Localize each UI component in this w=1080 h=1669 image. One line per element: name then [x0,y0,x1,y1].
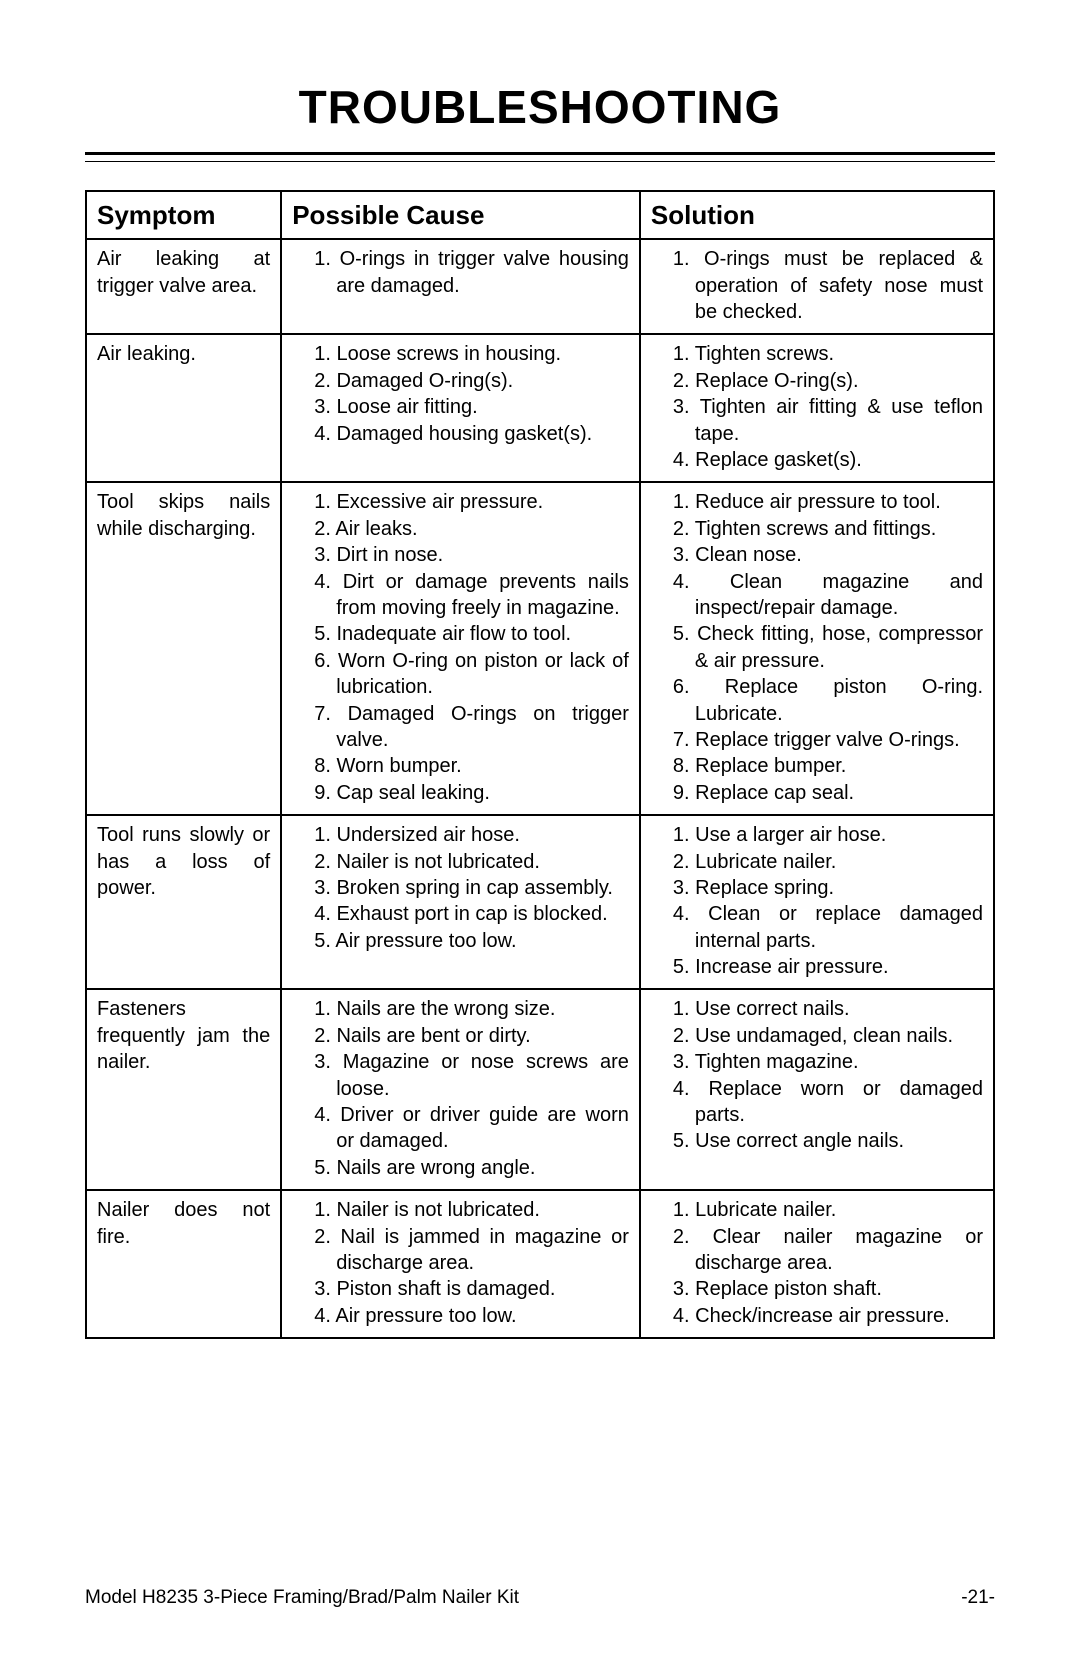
symptom-cell: Nailer does not fire. [86,1190,281,1338]
solution-item: Clean or replace damaged internal parts. [691,901,983,954]
col-cause: Possible Cause [281,191,640,239]
solution-item: Clear nailer magazine or discharge area. [691,1224,983,1277]
cause-item: Air leaks. [332,516,629,542]
table-body: Air leaking at trigger valve area. O-ring… [86,239,994,1338]
col-symptom: Symptom [86,191,281,239]
cause-item: Damaged housing gasket(s). [332,421,629,447]
cause-cell: Undersized air hose.Nailer is not lubric… [281,815,640,989]
symptom-cell: Fasteners frequently jam the nailer. [86,989,281,1190]
solution-item: Replace O-ring(s). [691,368,983,394]
cause-item: Driver or driver guide are worn or damag… [332,1102,629,1155]
solution-item: Replace gasket(s). [691,447,983,473]
cause-item: Nailer is not lubricated. [332,1197,629,1223]
solution-item: Replace bumper. [691,753,983,779]
cause-item: Air pressure too low. [332,1303,629,1329]
cause-cell: O-rings in trigger valve housing are dam… [281,239,640,334]
symptom-cell: Tool runs slowly or has a loss of power. [86,815,281,989]
table-row: Tool runs slowly or has a loss of power.… [86,815,994,989]
solution-item: Check/increase air pressure. [691,1303,983,1329]
cause-item: Inadequate air flow to tool. [332,621,629,647]
symptom-cell: Air leaking. [86,334,281,482]
document-page: TROUBLESHOOTING Symptom Possible Cause S… [0,0,1080,1669]
cause-item: Nails are the wrong size. [332,996,629,1022]
table-row: Nailer does not fire.Nailer is not lubri… [86,1190,994,1338]
solution-item: Replace worn or damaged parts. [691,1076,983,1129]
cause-item: O-rings in trigger valve housing are dam… [332,246,629,299]
solution-item: Use correct angle nails. [691,1128,983,1154]
cause-item: Magazine or nose screws are loose. [332,1049,629,1102]
cause-item: Worn bumper. [332,753,629,779]
solution-cell: O-rings must be replaced & operation of … [640,239,994,334]
cause-item: Excessive air pressure. [332,489,629,515]
cause-cell: Nailer is not lubricated.Nail is jammed … [281,1190,640,1338]
cause-item: Damaged O-ring(s). [332,368,629,394]
solution-item: Clean nose. [691,542,983,568]
title-rule-thin [85,161,995,162]
solution-item: Replace trigger valve O-rings. [691,727,983,753]
solution-item: Tighten magazine. [691,1049,983,1075]
cause-item: Nailer is not lubricated. [332,849,629,875]
cause-item: Undersized air hose. [332,822,629,848]
solution-item: Use a larger air hose. [691,822,983,848]
troubleshooting-table: Symptom Possible Cause Solution Air leak… [85,190,995,1339]
cause-item: Damaged O-rings on trigger valve. [332,701,629,754]
solution-item: Reduce air pressure to tool. [691,489,983,515]
cause-item: Air pressure too low. [332,928,629,954]
title-rule-thick [85,152,995,155]
cause-item: Dirt or damage prevents nails from movin… [332,569,629,622]
solution-item: Tighten screws and fittings. [691,516,983,542]
cause-item: Loose screws in housing. [332,341,629,367]
solution-item: Replace piston shaft. [691,1276,983,1302]
cause-cell: Excessive air pressure.Air leaks.Dirt in… [281,482,640,815]
solution-item: Tighten screws. [691,341,983,367]
solution-cell: Tighten screws.Replace O-ring(s).Tighten… [640,334,994,482]
table-row: Air leaking.Loose screws in housing.Dama… [86,334,994,482]
table-header-row: Symptom Possible Cause Solution [86,191,994,239]
solution-item: Replace piston O-ring. Lubricate. [691,674,983,727]
solution-item: Tighten air fitting & use teflon tape. [691,394,983,447]
solution-item: Use correct nails. [691,996,983,1022]
solution-item: Clean magazine and inspect/repair damage… [691,569,983,622]
cause-cell: Loose screws in housing.Damaged O-ring(s… [281,334,640,482]
solution-item: Replace cap seal. [691,780,983,806]
cause-cell: Nails are the wrong size.Nails are bent … [281,989,640,1190]
solution-cell: Reduce air pressure to tool.Tighten scre… [640,482,994,815]
cause-item: Exhaust port in cap is blocked. [332,901,629,927]
solution-item: O-rings must be replaced & operation of … [691,246,983,325]
symptom-cell: Air leaking at trigger valve area. [86,239,281,334]
col-solution: Solution [640,191,994,239]
solution-item: Lubricate nailer. [691,849,983,875]
solution-item: Check fitting, hose, compressor & air pr… [691,621,983,674]
symptom-cell: Tool skips nails while discharging. [86,482,281,815]
cause-item: Nails are bent or dirty. [332,1023,629,1049]
page-title: TROUBLESHOOTING [85,80,995,134]
cause-item: Dirt in nose. [332,542,629,568]
page-footer: Model H8235 3-Piece Framing/Brad/Palm Na… [85,1587,995,1609]
cause-item: Worn O-ring on piston or lack of lubrica… [332,648,629,701]
solution-item: Lubricate nailer. [691,1197,983,1223]
solution-item: Replace spring. [691,875,983,901]
solution-item: Use undamaged, clean nails. [691,1023,983,1049]
cause-item: Nails are wrong angle. [332,1155,629,1181]
table-row: Fasteners frequently jam the nailer.Nail… [86,989,994,1190]
solution-cell: Lubricate nailer.Clear nailer magazine o… [640,1190,994,1338]
cause-item: Broken spring in cap assembly. [332,875,629,901]
table-row: Air leaking at trigger valve area. O-ring… [86,239,994,334]
cause-item: Piston shaft is damaged. [332,1276,629,1302]
footer-right: -21- [961,1587,995,1609]
solution-cell: Use a larger air hose.Lubricate nailer.R… [640,815,994,989]
cause-item: Loose air fitting. [332,394,629,420]
table-row: Tool skips nails while discharging.Exces… [86,482,994,815]
footer-left: Model H8235 3-Piece Framing/Brad/Palm Na… [85,1587,519,1609]
cause-item: Nail is jammed in magazine or discharge … [332,1224,629,1277]
solution-item: Increase air pressure. [691,954,983,980]
solution-cell: Use correct nails.Use undamaged, clean n… [640,989,994,1190]
cause-item: Cap seal leaking. [332,780,629,806]
